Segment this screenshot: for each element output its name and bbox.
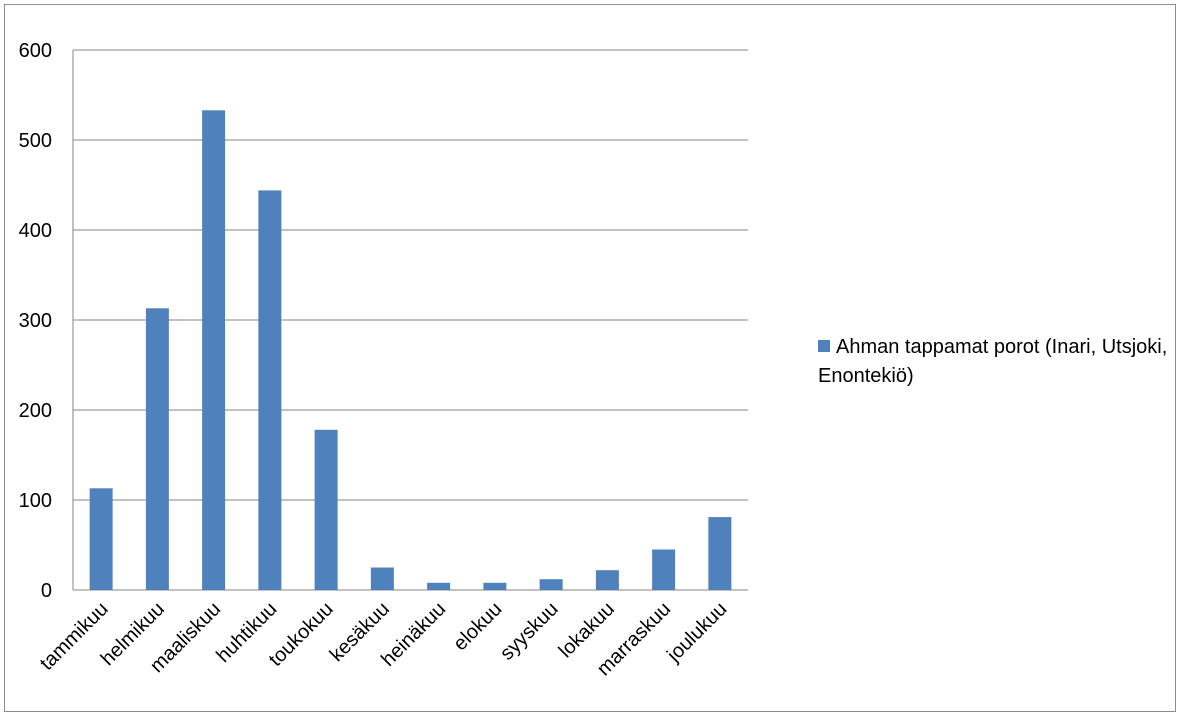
bar-huhtikuu: [258, 190, 282, 590]
bars: [89, 110, 732, 591]
bar-marraskuu: [652, 549, 676, 590]
bar-heinäkuu: [427, 582, 451, 590]
legend-label: Ahman tappamat porot (Inari, Utsjoki, En…: [818, 336, 1168, 387]
y-tick-label: 300: [19, 310, 52, 332]
bar-toukokuu: [314, 429, 338, 590]
bar-tammikuu: [89, 488, 113, 590]
y-tick-label: 400: [19, 220, 52, 242]
x-category-label: syyskuu: [496, 598, 563, 665]
chart-frame: [4, 4, 1176, 712]
bar-helmikuu: [145, 308, 169, 590]
y-tick-label: 500: [19, 130, 52, 152]
bar-joulukuu: [708, 517, 732, 590]
bar-syyskuu: [539, 579, 563, 590]
bar-lokakuu: [595, 570, 619, 590]
bar-kesäkuu: [370, 567, 394, 590]
x-axis-category-labels: tammikuuhelmikuumaaliskuuhuhtikuutoukoku…: [36, 598, 732, 680]
y-tick-label: 100: [19, 490, 52, 512]
gridlines: [72, 49, 748, 591]
y-axis-tick-labels: 0 100 200 300 400 500 600: [19, 40, 52, 602]
x-category-label: joulukuu: [662, 598, 731, 667]
y-tick-label: 600: [19, 40, 52, 62]
bar-maaliskuu: [202, 110, 226, 591]
x-category-label: tammikuu: [36, 598, 113, 675]
legend-swatch: [818, 340, 830, 352]
y-tick-label: 200: [19, 400, 52, 422]
bar-elokuu: [483, 582, 507, 590]
y-tick-label: 0: [41, 580, 52, 602]
legend: Ahman tappamat porot (Inari, Utsjoki, En…: [818, 333, 1168, 391]
